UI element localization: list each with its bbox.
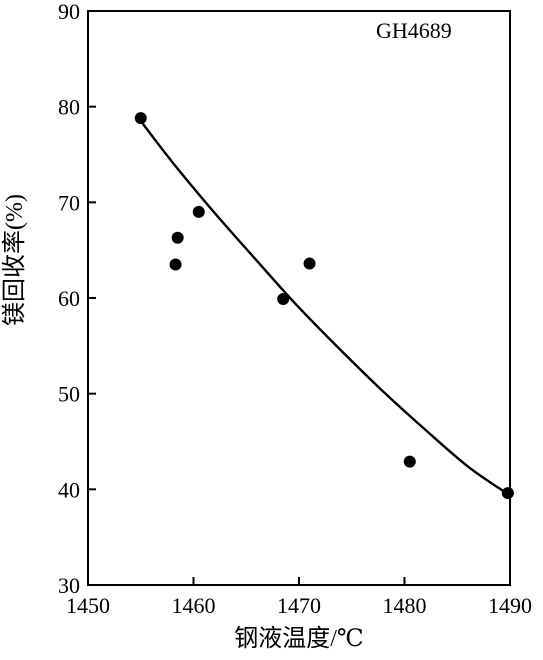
x-tick-label: 1490 [488,593,532,618]
axis-ticks [87,10,511,586]
tick-labels: 1450 1460 1470 1480 1490 30 40 50 60 70 80 90 [58,0,532,618]
y-tick-label: 40 [58,477,80,502]
y-tick-label: 70 [58,190,80,215]
data-point-2 [171,231,184,244]
data-point-1 [134,112,147,125]
x-tick-label: 1470 [277,593,321,618]
y-axis-label: 镁回收率(%) [1,194,28,326]
y-tick-label: 30 [58,573,80,598]
y-tick-label: 60 [58,286,80,311]
x-tick-label: 1480 [383,593,427,618]
y-tick-label: 80 [58,95,80,120]
y-tick-label: 50 [58,382,80,407]
data-point-7 [403,455,416,468]
x-axis-label: 钢液温度/℃ [234,625,364,652]
fit-curve [139,120,509,496]
data-point-3 [169,258,182,271]
x-tick-label: 1460 [172,593,216,618]
x-tick-label: 1450 [66,593,110,618]
y-tick-label: 90 [58,0,80,24]
chart-annotation: GH4689 [376,18,452,43]
data-point-8 [501,487,514,500]
data-point-6 [303,257,316,270]
plot-frame [87,10,511,586]
data-point-4 [192,205,205,218]
data-point-5 [277,292,290,305]
data-points [134,112,514,500]
